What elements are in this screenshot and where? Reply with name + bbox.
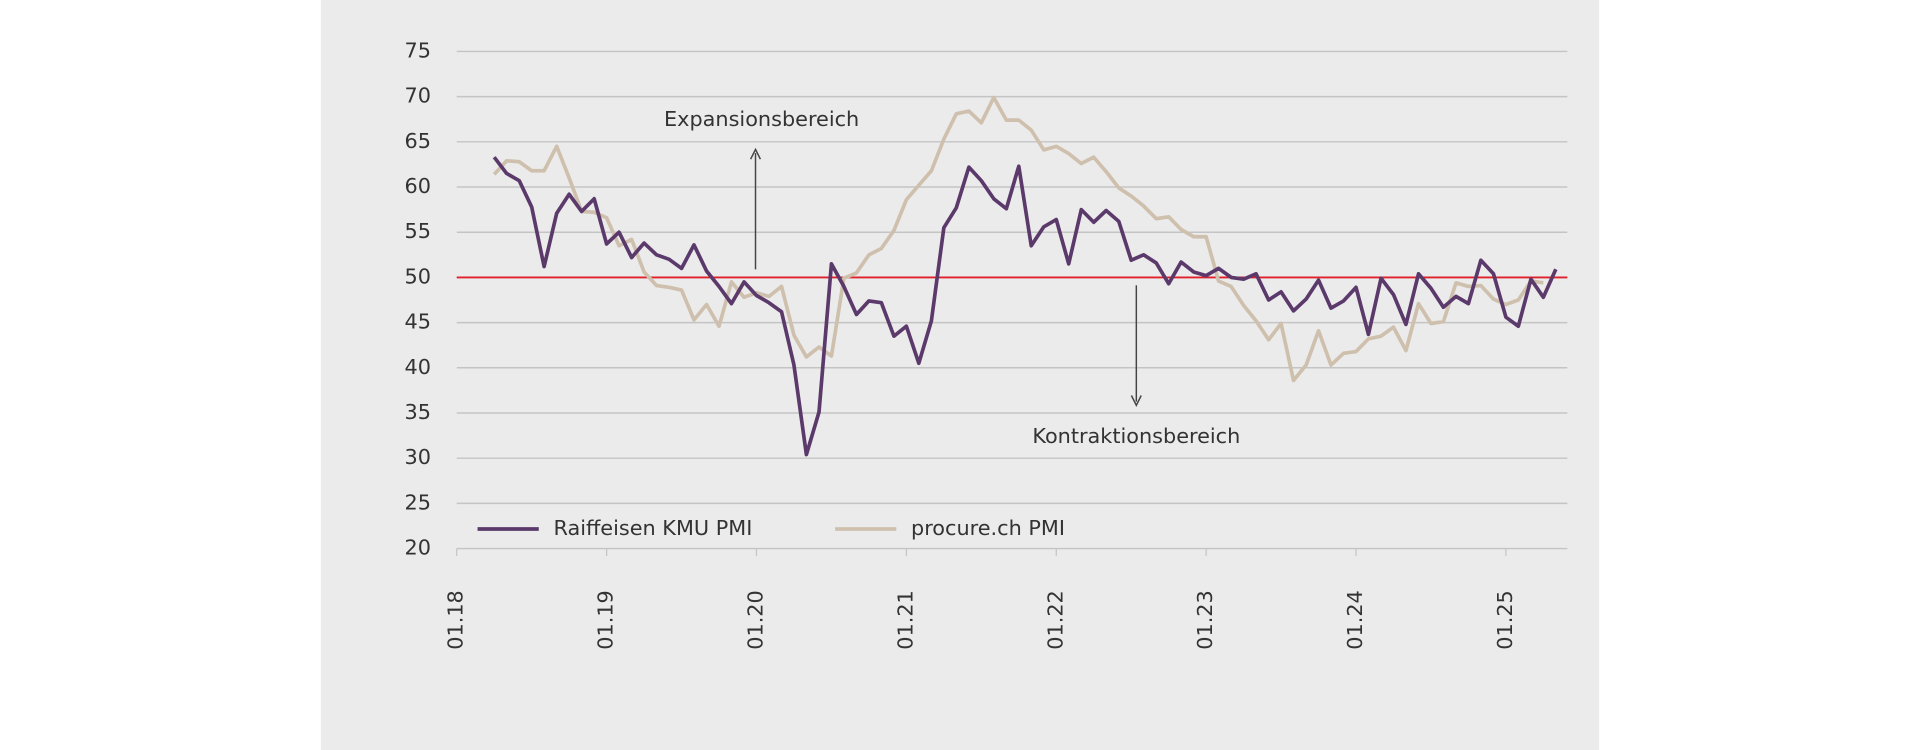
legend-label: procure.ch PMI xyxy=(911,516,1065,540)
arrow-head xyxy=(749,147,762,160)
series-line xyxy=(492,95,1544,383)
y-tick-label: 45 xyxy=(405,310,431,334)
x-tick-label: 01.25 xyxy=(1493,590,1517,650)
annotation: Expansionsbereich xyxy=(664,107,859,131)
x-tick-label: 01.21 xyxy=(893,590,917,650)
x-tick-label: 01.23 xyxy=(1193,590,1217,650)
y-tick-label: 70 xyxy=(405,84,431,108)
x-tick-label: 01.20 xyxy=(743,590,767,650)
y-tick-label: 50 xyxy=(405,264,431,288)
x-tick-label: 01.24 xyxy=(1343,590,1367,650)
x-tick-label: 01.19 xyxy=(594,590,618,650)
y-tick-label: 30 xyxy=(405,445,431,469)
y-tick-label: 55 xyxy=(405,219,431,243)
legend-label: Raiffeisen KMU PMI xyxy=(553,516,752,540)
series-line xyxy=(492,156,1558,457)
y-tick-label: 65 xyxy=(405,129,431,153)
y-tick-label: 25 xyxy=(405,490,431,514)
arrow-head xyxy=(1130,395,1142,407)
y-tick-label: 60 xyxy=(405,174,431,198)
x-tick-label: 01.22 xyxy=(1043,590,1067,650)
annotation: Kontraktionsbereich xyxy=(1032,424,1240,448)
panel xyxy=(320,0,1600,750)
y-tick-label: 35 xyxy=(405,400,431,424)
grid xyxy=(456,50,1568,550)
x-tick-label: 01.18 xyxy=(444,590,468,650)
y-tick-label: 40 xyxy=(405,355,431,379)
y-tick-label: 75 xyxy=(405,38,431,62)
y-tick-label: 20 xyxy=(405,536,431,560)
